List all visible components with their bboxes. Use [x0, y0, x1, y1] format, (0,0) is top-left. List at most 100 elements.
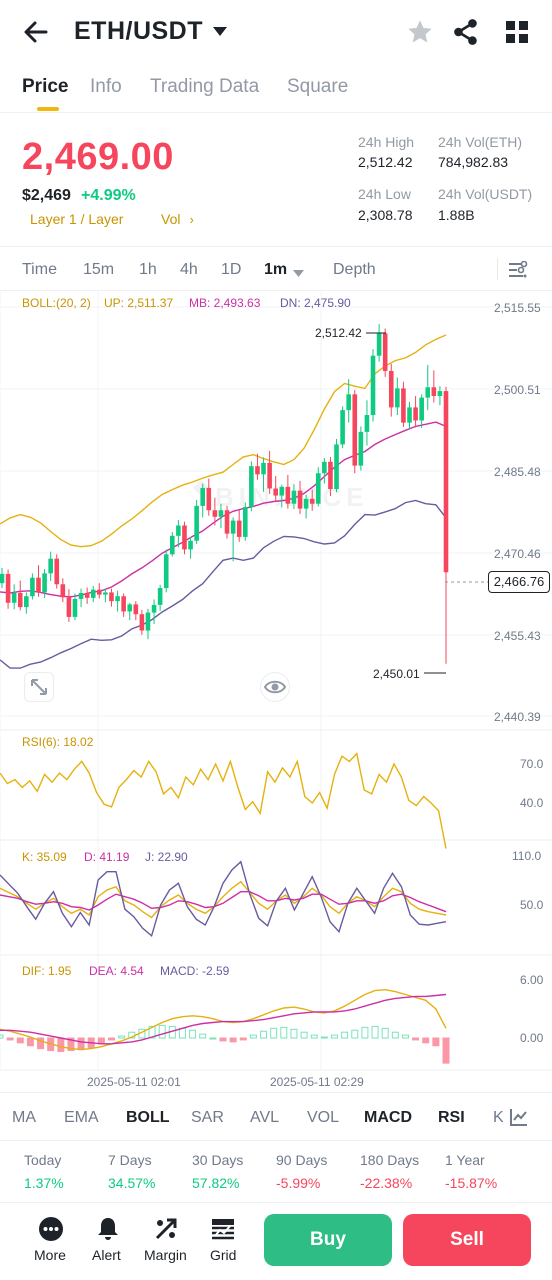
candle-body [413, 407, 418, 421]
tab-info[interactable]: Info [90, 76, 122, 97]
kdj-d: D: 41.19 [84, 850, 130, 864]
macd-histogram-bar [412, 1037, 420, 1041]
more-label[interactable]: More [34, 1247, 66, 1263]
tf-1h[interactable]: 1h [139, 261, 157, 278]
macd-histogram-bar [209, 1037, 217, 1040]
back-arrow-icon[interactable] [22, 18, 50, 46]
favorite-star-icon[interactable] [406, 18, 434, 51]
rsi-line [0, 752, 447, 849]
candle-body [42, 573, 47, 593]
grid-trading-icon[interactable] [210, 1216, 236, 1242]
boll-mb: MB: 2,493.63 [189, 296, 261, 310]
candle-body [352, 394, 358, 466]
indicator-tab-ma[interactable]: MA [12, 1109, 36, 1126]
candle-body [17, 592, 23, 608]
candle-body [103, 592, 108, 595]
price-axis-label: 2,455.43 [494, 629, 541, 643]
active-tab-indicator [37, 107, 59, 111]
tabs-divider [0, 112, 552, 113]
candle-body [249, 466, 254, 507]
candle-body [151, 604, 157, 613]
perf-value: 1.37% [24, 1175, 64, 1191]
candle-body [97, 589, 102, 595]
candle-body [279, 486, 285, 496]
candle-body [133, 604, 139, 615]
tf-caret-icon[interactable] [293, 265, 304, 283]
candle-body [346, 394, 351, 411]
margin-label[interactable]: Margin [144, 1247, 187, 1263]
grid-label[interactable]: Grid [210, 1247, 237, 1263]
pair-title[interactable]: ETH/USDT [74, 17, 203, 45]
macd-histogram-bar [108, 1037, 115, 1041]
candle-body [340, 410, 345, 445]
candle-body [0, 573, 5, 584]
candle-body [303, 498, 309, 509]
margin-icon[interactable] [153, 1216, 179, 1242]
candle-body [84, 592, 90, 598]
candle-body [407, 407, 412, 423]
low-value: 2,308.78 [358, 207, 413, 223]
indicator-tab-macd[interactable]: MACD [364, 1109, 412, 1126]
candle-body [115, 596, 120, 602]
boll-name: BOLL:(20, 2) [22, 296, 91, 310]
alert-bell-icon[interactable] [95, 1216, 121, 1242]
tf-1d[interactable]: 1D [221, 261, 242, 278]
indicator-tab-sar[interactable]: SAR [191, 1109, 224, 1126]
perf-label: 30 Days [192, 1152, 244, 1168]
kdj-axis-label: 50.0 [520, 898, 544, 912]
candle-body [267, 462, 272, 489]
macd-histogram-bar [290, 1028, 298, 1039]
candle-body [182, 525, 187, 550]
indicator-settings-button[interactable] [509, 1106, 552, 1132]
vol-tag[interactable]: Vol › [161, 211, 194, 227]
candle-body [109, 592, 114, 602]
buy-button[interactable]: Buy [264, 1214, 392, 1266]
candle-body [334, 444, 339, 490]
tab-price[interactable]: Price [22, 76, 69, 97]
price-axis-label: 2,470.46 [494, 547, 541, 561]
perf-label: 1 Year [445, 1152, 485, 1168]
alert-label[interactable]: Alert [92, 1247, 121, 1263]
category-tag[interactable]: Layer 1 / Layer [30, 211, 124, 227]
tf-time[interactable]: Time [22, 261, 57, 278]
tf-4h[interactable]: 4h [180, 261, 198, 278]
tf-1m[interactable]: 1m [264, 261, 288, 278]
candle-body [261, 462, 266, 475]
indicator-tab-kdj[interactable]: K [493, 1109, 504, 1126]
price-chart[interactable]: BINANCE [0, 290, 552, 1090]
candle-body [236, 520, 242, 537]
macd-histogram-bar [189, 1029, 197, 1039]
sell-button[interactable]: Sell [403, 1214, 531, 1266]
indicator-tab-vol[interactable]: VOL [307, 1109, 340, 1126]
candle-body [60, 584, 66, 598]
candle-body [431, 387, 437, 396]
macd-histogram-bar [401, 1034, 409, 1039]
macd-histogram-bar [57, 1037, 65, 1053]
tab-square[interactable]: Square [287, 76, 349, 97]
header-bar: ETH/USDT [0, 0, 552, 64]
share-icon[interactable] [453, 18, 479, 51]
candle-body [48, 558, 53, 574]
tab-trading-data[interactable]: Trading Data [150, 76, 260, 97]
candle-body [163, 554, 169, 589]
chart-bottom-divider [0, 1092, 552, 1093]
candle-body [242, 506, 248, 537]
candle-body [255, 466, 260, 475]
price-axis-label: 2,440.39 [494, 710, 541, 724]
candle-body [401, 388, 406, 423]
caret-down-icon[interactable] [212, 25, 228, 43]
chart-settings-icon[interactable] [508, 260, 528, 284]
more-icon[interactable] [38, 1216, 64, 1242]
tf-15m[interactable]: 15m [83, 261, 115, 278]
indicator-tab-avl[interactable]: AVL [250, 1109, 280, 1126]
usd-price: $2,469 [22, 187, 71, 204]
last-price: 2,469.00 [22, 136, 174, 178]
indicator-tab-boll[interactable]: BOLL [126, 1109, 170, 1126]
visibility-toggle-button[interactable] [260, 672, 290, 702]
tf-depth[interactable]: Depth [333, 261, 376, 278]
expand-chart-button[interactable] [24, 672, 54, 702]
indicator-tab-rsi[interactable]: RSI [438, 1109, 465, 1126]
layout-grid-icon[interactable] [505, 20, 529, 49]
indicator-tab-ema[interactable]: EMA [64, 1109, 99, 1126]
summary-divider [0, 246, 552, 247]
